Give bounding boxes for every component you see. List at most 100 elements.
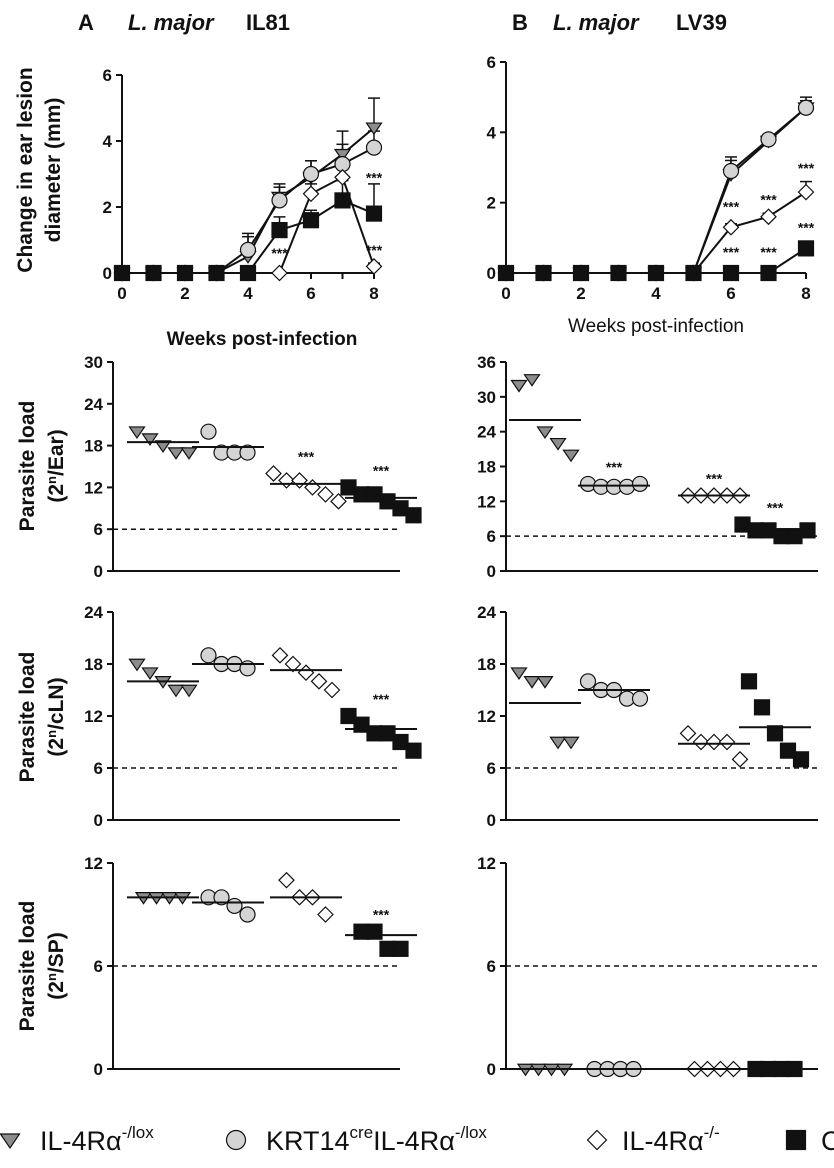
y-tick-label: 36 <box>477 353 496 372</box>
lesion-ylabel-line2: diameter (mm) <box>42 98 65 243</box>
point-triangle-down <box>141 433 159 447</box>
x-tick-label: 2 <box>180 284 189 303</box>
panel-b-strain: LV39 <box>676 10 727 35</box>
point-diamond <box>304 479 321 496</box>
point-square <box>113 264 131 282</box>
significance-label: *** <box>373 907 390 923</box>
point-triangle-down <box>128 658 146 672</box>
point-diamond <box>317 486 334 503</box>
chart-a-sp: 0 6 12 *** <box>84 854 417 1079</box>
point-triangle-down <box>167 447 185 460</box>
legend-label-base: IL-4Rα <box>622 1126 704 1156</box>
ear-ylabel-line2: (2n/Ear) <box>44 429 68 502</box>
point-square <box>405 742 422 759</box>
point-circle <box>239 906 256 923</box>
point-circle <box>239 241 257 258</box>
point-triangle-down <box>333 148 352 162</box>
x-tick-label: 6 <box>306 284 315 303</box>
y-tick-label: 0 <box>94 1060 103 1079</box>
legend-label: IL-4Rα-/lox <box>40 1123 154 1156</box>
point-square <box>797 240 815 257</box>
a-lesion-xlabel: Weeks post-infection <box>167 329 358 350</box>
x-tick-label: 8 <box>801 284 810 303</box>
point-square <box>340 707 357 725</box>
point-triangle-down <box>180 447 198 460</box>
ear-unit-sup: n <box>44 476 59 484</box>
cln-unit-base: (2 <box>45 738 68 757</box>
point-square <box>176 264 194 282</box>
ear-unit-base: (2 <box>45 484 68 503</box>
point-diamond <box>271 264 288 282</box>
sp-unit-base: (2 <box>45 981 68 1000</box>
sp-ylabel-line2: (2n/SP) <box>44 932 68 999</box>
legend-label-sup: cre <box>350 1123 374 1142</box>
point-triangle-down <box>549 736 567 750</box>
y-tick-label: 24 <box>477 603 496 622</box>
y-tick-label: 0 <box>94 811 103 830</box>
x-tick-label: 2 <box>576 284 585 303</box>
point-square <box>392 733 409 751</box>
point-square <box>535 264 552 282</box>
x-tick-label: 8 <box>369 284 378 303</box>
point-square <box>799 522 816 539</box>
legend-marker-circle <box>225 1129 247 1151</box>
significance-label: *** <box>723 244 740 260</box>
point-square <box>271 222 288 239</box>
legend-label-base: KRT14 <box>266 1126 350 1156</box>
y-tick-label: 4 <box>487 123 497 142</box>
legend-label-sup: -/- <box>704 1123 720 1142</box>
point-diamond <box>718 733 736 751</box>
legend-label: C <box>821 1126 834 1156</box>
point-circle <box>579 673 597 690</box>
cln-ylabel-line2: (2n/cLN) <box>44 677 68 756</box>
sp-ylabel-line1: Parasite load <box>16 901 39 1032</box>
point-diamond <box>265 465 282 482</box>
y-tick-label: 18 <box>84 437 103 456</box>
point-triangle-down <box>510 667 528 681</box>
y-tick-label: 12 <box>477 707 496 726</box>
y-tick-label: 6 <box>487 957 496 976</box>
x-tick-label: 4 <box>243 284 253 303</box>
y-tick-label: 24 <box>84 395 103 414</box>
point-square <box>497 264 515 282</box>
y-tick-label: 6 <box>487 53 496 72</box>
point-circle <box>365 139 383 156</box>
point-diamond <box>317 906 334 923</box>
point-circle <box>631 475 649 493</box>
significance-label: *** <box>298 448 315 464</box>
y-tick-label: 12 <box>84 478 103 497</box>
point-square <box>766 725 784 742</box>
legend-label-sup2: -/lox <box>455 1123 488 1142</box>
legend-label: IL-4Rα-/- <box>622 1123 720 1156</box>
significance-label: *** <box>798 160 815 176</box>
y-tick-label: 6 <box>94 957 103 976</box>
point-diamond <box>334 168 351 186</box>
point-square <box>647 264 665 282</box>
point-circle <box>760 131 777 148</box>
point-triangle-down <box>523 676 541 689</box>
point-square <box>685 264 702 282</box>
y-tick-label: 18 <box>84 655 103 674</box>
point-triangle-down <box>562 449 580 463</box>
point-square <box>753 699 771 716</box>
point-diamond <box>297 664 315 682</box>
point-square <box>779 742 797 759</box>
cln-unit-sup: n <box>44 730 59 738</box>
y-tick-label: 18 <box>477 655 496 674</box>
chart-a-ear: 0 6 12 18 24 30 *** *** <box>84 353 422 581</box>
point-square <box>145 264 162 282</box>
y-tick-label: 24 <box>84 603 103 622</box>
point-square <box>334 192 351 209</box>
point-circle <box>239 444 256 461</box>
legend-marker-triangle-down <box>0 1133 21 1150</box>
y-tick-label: 30 <box>84 353 103 372</box>
point-circle <box>631 690 649 707</box>
point-triangle-down <box>180 684 198 698</box>
y-tick-label: 12 <box>84 707 103 726</box>
point-square <box>239 264 257 282</box>
y-tick-label: 0 <box>487 562 496 581</box>
panel-a-strain: IL81 <box>246 10 290 35</box>
ear-ylabel-line1: Parasite load <box>16 401 39 532</box>
